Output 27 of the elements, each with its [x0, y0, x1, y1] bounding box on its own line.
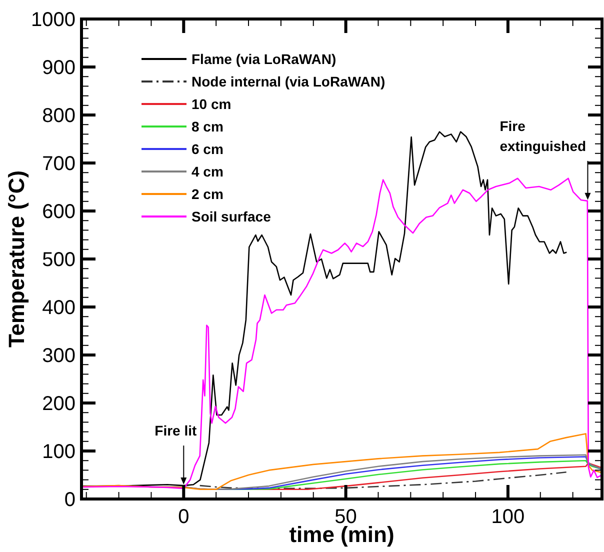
y-tick-label: 400	[42, 297, 76, 319]
y-tick-label: 300	[42, 345, 76, 367]
legend-label: Soil surface	[192, 208, 272, 224]
y-axis-title: Temperature (°C)	[4, 170, 29, 348]
annotation: Fire extinguished	[500, 118, 586, 154]
legend-label: 4 cm	[192, 164, 224, 180]
y-tick-label: 1000	[31, 9, 76, 31]
y-tick-label: 100	[42, 441, 76, 463]
legend-label: Flame (via LoRaWAN)	[192, 51, 336, 67]
y-tick-label: 600	[42, 201, 76, 223]
line-series	[199, 471, 567, 490]
legend-label: 8 cm	[192, 118, 224, 134]
y-tick-label: 0	[64, 489, 76, 511]
x-tick-label: 0	[178, 506, 190, 528]
y-tick-label: 500	[42, 249, 76, 271]
legend-label: Node internal (via LoRaWAN)	[192, 74, 386, 90]
y-tick-label: 200	[42, 393, 76, 415]
annotation: Fire lit	[154, 422, 197, 439]
legend-label: 2 cm	[192, 186, 224, 202]
x-tick-label: 100	[491, 506, 525, 528]
line-series	[82, 178, 602, 490]
legend-label: 10 cm	[192, 96, 232, 112]
y-tick-label: 800	[42, 105, 76, 127]
y-tick-label: 700	[42, 153, 76, 175]
y-tick-label: 900	[42, 57, 76, 79]
legend-label: 6 cm	[192, 141, 224, 157]
x-axis-title: time (min)	[289, 522, 394, 547]
